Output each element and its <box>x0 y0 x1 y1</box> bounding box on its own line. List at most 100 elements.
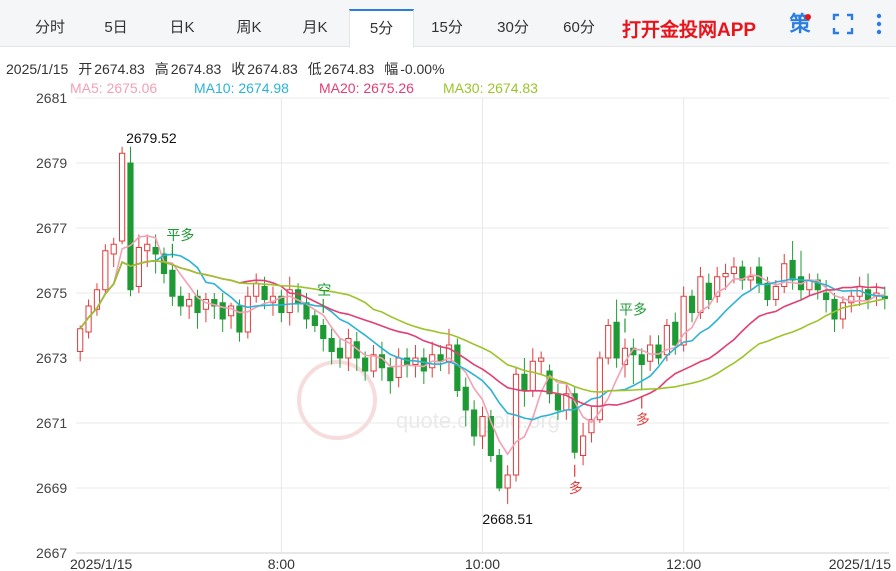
long-signal-label: 多 <box>569 480 583 497</box>
candle-body <box>655 344 662 359</box>
candle-body <box>672 321 679 346</box>
candle-body <box>244 295 251 333</box>
watermark-text: quote.cngold.org <box>396 408 560 433</box>
candle-body <box>336 347 344 359</box>
candle-body <box>328 338 335 352</box>
candle-body <box>848 295 855 304</box>
short-signal-label: 空 <box>317 283 331 299</box>
candle-body <box>395 357 402 378</box>
x-tick-label: 2025/1/15 <box>70 556 132 571</box>
candle-body <box>781 263 788 287</box>
ma10-legend: MA10: 2674.98 <box>194 80 289 96</box>
candle-body <box>144 243 151 252</box>
more-svg <box>876 13 882 35</box>
candle-body <box>521 373 528 391</box>
candle-body <box>311 315 318 326</box>
low-price-label: 2668.51 <box>482 511 533 527</box>
y-tick-label: 2669 <box>36 480 67 496</box>
open-value: 2674.83 <box>94 61 145 77</box>
candle-body <box>295 289 302 304</box>
open-app-link[interactable]: 打开金投网APP <box>622 20 757 41</box>
candle-body <box>621 347 629 365</box>
candle-body <box>680 295 687 346</box>
candle-body <box>362 357 369 372</box>
tab-60-min[interactable]: 60分 <box>563 19 595 36</box>
low-label: 低 <box>307 61 322 77</box>
close-value: 2674.83 <box>247 61 298 77</box>
tab-daily-k[interactable]: 日K <box>169 19 195 36</box>
tab-5-min[interactable]: 5分 <box>349 9 414 48</box>
candle-body <box>688 295 696 313</box>
candle-body <box>479 416 486 437</box>
candle-body <box>286 289 293 313</box>
candle-body <box>370 354 377 372</box>
change-label: 幅 <box>384 61 399 77</box>
high-price-label: 2679.52 <box>126 130 177 146</box>
open-label: 开 <box>78 61 93 77</box>
candle-body <box>118 152 126 242</box>
strategy-icon[interactable]: 策 <box>787 12 813 38</box>
tab-30-min[interactable]: 30分 <box>497 19 529 36</box>
candle-body <box>261 286 268 300</box>
candle-body <box>638 354 645 365</box>
x-tick-label: 8:00 <box>268 556 295 571</box>
ma10-line <box>79 253 885 421</box>
candle-body <box>77 328 84 352</box>
candle-body <box>127 162 134 291</box>
ma30-line <box>79 259 885 393</box>
candle-body <box>839 302 847 320</box>
candle-body <box>253 282 260 297</box>
candle-body <box>538 357 545 362</box>
tab-weekly-k[interactable]: 周K <box>236 19 262 36</box>
more-icon[interactable] <box>866 12 892 38</box>
candle-body <box>764 282 771 300</box>
candle-body <box>571 393 578 453</box>
tab-5-day[interactable]: 5日 <box>104 19 128 36</box>
fullscreen-svg <box>832 13 854 35</box>
ma30-legend: MA30: 2674.83 <box>443 80 538 96</box>
candle-body <box>831 299 838 320</box>
flat-signal-label: 平多 <box>166 227 194 244</box>
candle-body <box>202 299 210 310</box>
candle-body <box>789 260 796 281</box>
tab-time-sharing[interactable]: 分时 <box>34 19 65 36</box>
candle-body <box>529 360 536 391</box>
quote-date: 2025/1/15 <box>6 61 69 77</box>
candle-body <box>588 419 595 434</box>
candle-body <box>471 409 478 437</box>
flat-signal-label: 平多 <box>619 302 647 319</box>
candle-body <box>496 455 503 489</box>
candle-body <box>730 266 738 274</box>
candle-body <box>169 269 176 297</box>
candle-body <box>345 338 352 359</box>
long-signal-label: 多 <box>636 412 650 429</box>
candle-body <box>303 302 310 320</box>
candle-body <box>102 250 109 291</box>
candle-body <box>487 416 494 456</box>
candle-body <box>504 474 511 489</box>
y-tick-label: 2667 <box>36 545 67 561</box>
x-tick-label: 10:00 <box>465 556 500 571</box>
y-tick-label: 2681 <box>36 90 67 106</box>
ma20-legend: MA20: 2675.26 <box>319 80 414 96</box>
candle-body <box>596 357 603 421</box>
y-tick-label: 2679 <box>36 155 67 171</box>
candle-body <box>211 299 218 307</box>
candle-body <box>554 393 562 411</box>
candle-body <box>387 367 394 382</box>
candle-body <box>613 321 620 359</box>
period-tab-bar: 分时 5日 日K 周K 月K 5分 15分 30分 60分 打开金投网APP 策 <box>0 0 896 48</box>
candle-body <box>714 276 721 297</box>
tab-monthly-k[interactable]: 月K <box>302 19 328 36</box>
fullscreen-icon[interactable] <box>830 12 856 38</box>
candle-body <box>110 243 117 255</box>
candle-body <box>605 325 612 359</box>
y-tick-label: 2671 <box>36 415 67 431</box>
tab-15-min[interactable]: 15分 <box>431 19 463 36</box>
candle-body <box>772 286 779 300</box>
low-value: 2674.83 <box>323 61 375 77</box>
candle-body <box>462 386 469 411</box>
candle-body <box>177 295 184 307</box>
candle-body <box>85 305 92 333</box>
